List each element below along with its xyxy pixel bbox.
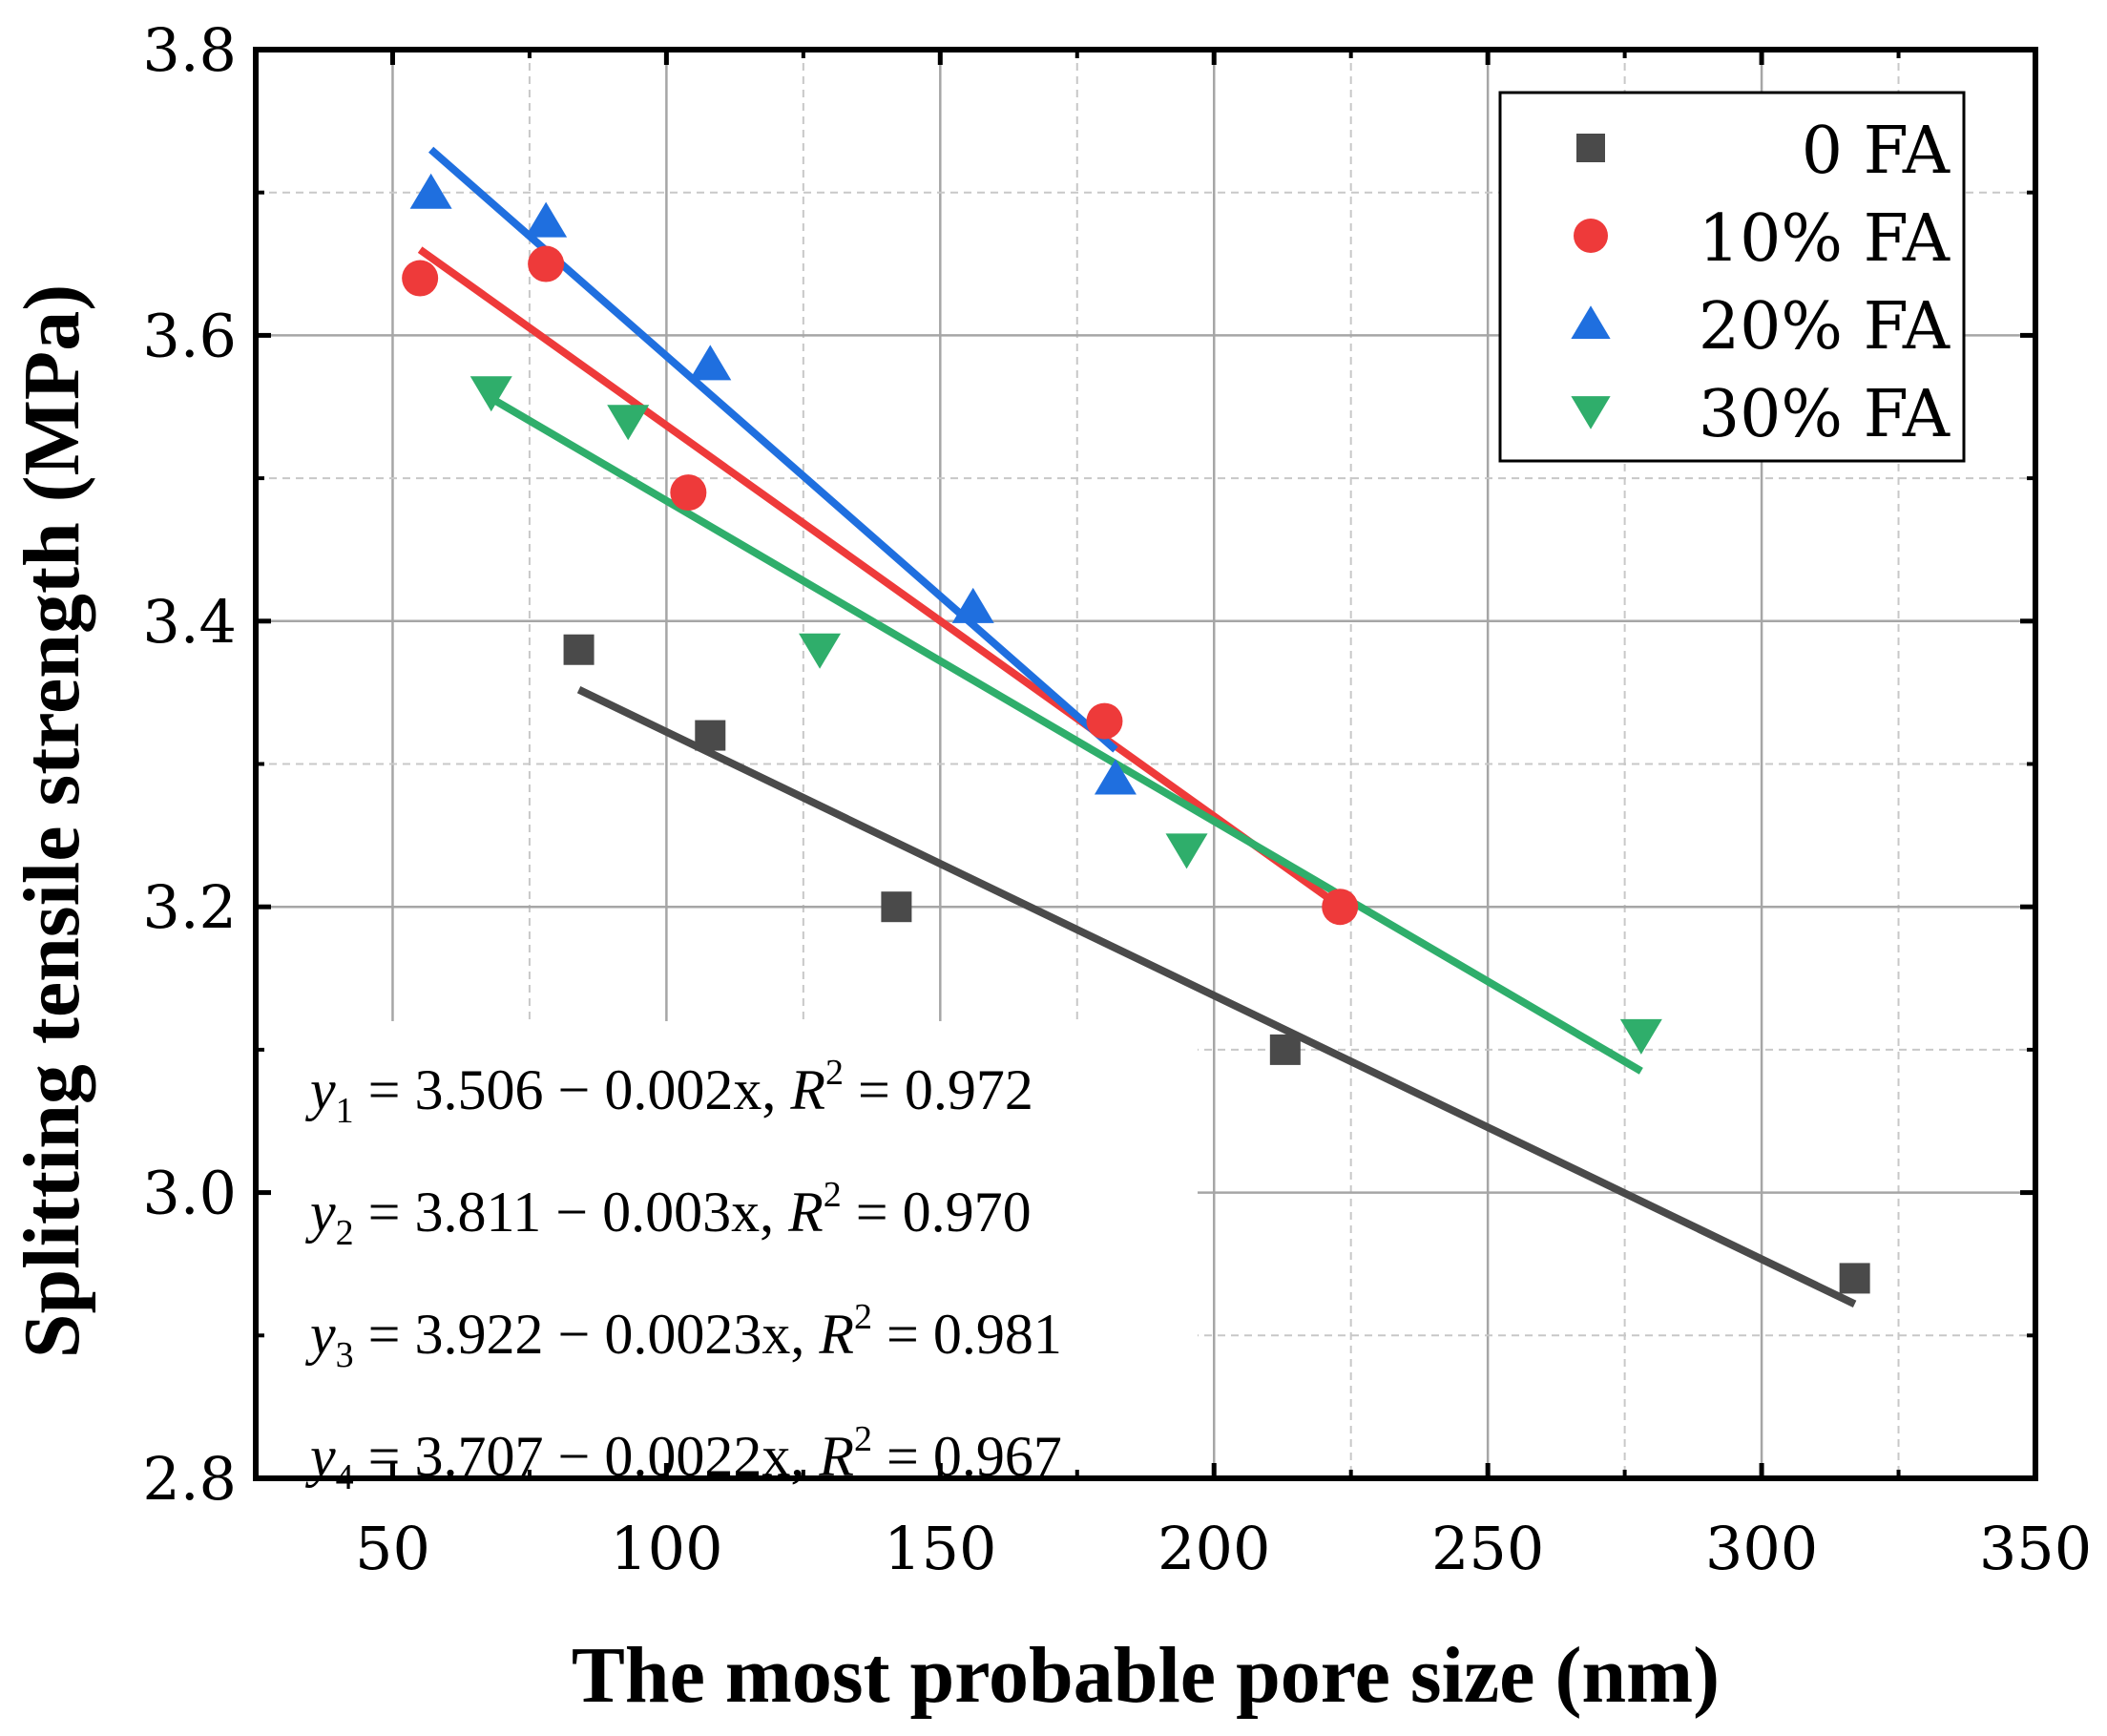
data-point-30-fa	[607, 405, 650, 441]
equation-superscript: 2	[825, 1053, 844, 1093]
equation-box-background	[260, 1020, 1199, 1475]
data-point-10-fa	[670, 474, 707, 512]
y-tick-label: 3.0	[142, 1159, 237, 1228]
legend: 0 FA 10% FA 20% FA 30% FA	[1498, 91, 1966, 463]
data-point-20-fa	[1094, 759, 1137, 795]
axis-ticks: 50 100 150 200 250 300 350 2.8 3.0 3.2 3.4 3.6 3.8	[142, 15, 2092, 1583]
equation-var: y	[304, 1058, 336, 1121]
legend-marker-0-fa	[1576, 134, 1605, 162]
equation-superscript: 2	[854, 1297, 872, 1337]
x-tick-label: 300	[1705, 1514, 1818, 1583]
equation-var: y	[304, 1303, 336, 1366]
y-axis-title: Splitting tensile strength (MPa)	[8, 284, 96, 1358]
x-tick-label: 100	[610, 1514, 722, 1583]
equation-4: y4 = 3.707 − 0.0022x, R2 = 0.967	[304, 1419, 1062, 1497]
y-tick-label: 3.4	[142, 587, 237, 657]
equation-3: y3 = 3.922 − 0.0023x, R2 = 0.981	[304, 1297, 1062, 1375]
data-markers	[402, 173, 1870, 1294]
equation-1: y1 = 3.506 − 0.002x, R2 = 0.972	[304, 1053, 1033, 1131]
x-tick-label: 350	[1979, 1514, 2092, 1583]
equation-value: = 0.970	[842, 1181, 1032, 1244]
equation-superscript: 2	[854, 1419, 872, 1459]
fit-line-0-fa	[576, 686, 1857, 1307]
y-tick-label: 2.8	[142, 1444, 237, 1514]
data-point-30-fa	[469, 376, 512, 412]
data-point-0-fa	[881, 891, 912, 923]
data-point-20-fa	[409, 173, 452, 209]
equation-subscript: 1	[336, 1091, 354, 1131]
equation-r: R	[789, 1058, 825, 1121]
y-tick-label: 3.6	[142, 301, 237, 370]
y-tick-label: 3.2	[142, 872, 237, 942]
y-tick-label: 3.8	[142, 15, 237, 85]
data-point-0-fa	[563, 634, 595, 665]
legend-label: 30% FA	[1699, 377, 1951, 452]
x-tick-label: 150	[884, 1514, 996, 1583]
data-point-10-fa	[402, 260, 439, 297]
fit-line-20-fa	[428, 146, 1118, 753]
data-point-0-fa	[695, 720, 726, 751]
x-tick-label: 200	[1158, 1514, 1270, 1583]
fit-line-10-fa	[417, 246, 1354, 917]
data-point-30-fa	[1619, 1018, 1662, 1055]
legend-label: 10% FA	[1699, 201, 1951, 277]
legend-marker-20-fa	[1571, 305, 1611, 339]
legend-marker-10-fa	[1574, 219, 1608, 253]
data-point-20-fa	[689, 345, 732, 381]
data-point-20-fa	[525, 201, 568, 238]
equation-r: R	[818, 1303, 854, 1366]
data-point-0-fa	[1839, 1263, 1870, 1294]
equation-superscript: 2	[824, 1175, 842, 1215]
legend-marker-30-fa	[1571, 396, 1611, 429]
data-point-0-fa	[1269, 1034, 1301, 1065]
x-tick-label: 250	[1431, 1514, 1544, 1583]
equation-body: = 3.811 − 0.003x,	[354, 1181, 788, 1244]
equation-var: y	[304, 1181, 336, 1244]
data-point-20-fa	[951, 587, 994, 623]
x-tick-label: 50	[355, 1514, 430, 1583]
data-point-10-fa	[1322, 889, 1359, 926]
data-point-10-fa	[528, 245, 565, 282]
data-point-10-fa	[1086, 702, 1123, 740]
legend-label: 20% FA	[1699, 289, 1951, 365]
x-axis-title: The most probable pore size (nm)	[572, 1631, 1720, 1720]
fit-line-30-fa	[489, 394, 1643, 1075]
equation-subscript: 3	[336, 1335, 354, 1375]
data-point-30-fa	[1165, 833, 1208, 869]
equation-2: y2 = 3.811 − 0.003x, R2 = 0.970	[304, 1175, 1032, 1253]
equation-body: = 3.922 − 0.0023x,	[354, 1303, 820, 1366]
equation-r: R	[787, 1181, 824, 1244]
legend-label: 0 FA	[1802, 114, 1951, 189]
fit-lines	[417, 146, 1857, 1307]
equation-subscript: 2	[336, 1213, 354, 1253]
equation-value: = 0.981	[872, 1303, 1062, 1366]
equation-value: = 0.972	[844, 1058, 1033, 1121]
equation-body: = 3.506 − 0.002x,	[354, 1058, 791, 1121]
data-point-30-fa	[799, 633, 842, 669]
